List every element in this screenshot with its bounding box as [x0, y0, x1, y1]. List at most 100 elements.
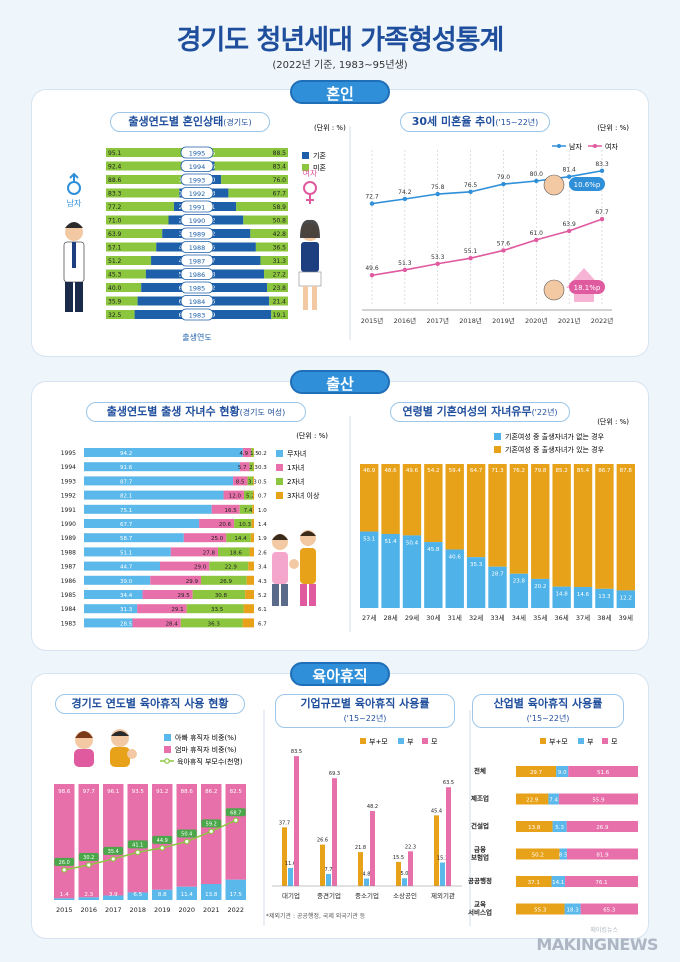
seg-label: 8.5 — [559, 853, 568, 859]
bar-seg-0 — [516, 848, 560, 860]
parents-label-bg — [78, 852, 99, 861]
label-father: 17.5 — [230, 892, 243, 898]
bar-seg-1 — [150, 575, 202, 585]
bar-seg-1 — [159, 561, 210, 571]
cy-legend: 무자녀 1자녀 2자녀 3자녀 이상 — [276, 449, 320, 500]
year-label: 1987 — [61, 564, 76, 571]
parents-illustration-icon — [74, 729, 137, 767]
label-father: 11.4 — [181, 892, 194, 898]
ms-legend: 기혼 미혼 — [302, 151, 326, 172]
seg-label: 28.5 — [120, 621, 133, 627]
data-label: 26.6 — [317, 838, 328, 844]
bar-0 — [434, 815, 439, 886]
label-none: 13.3 — [598, 594, 611, 600]
legend-father: 아빠 휴직자 비중(%) — [175, 733, 237, 742]
label-none: 14.6 — [577, 592, 590, 598]
x-tick-label: 30세 — [426, 613, 440, 622]
data-label: 51.3 — [398, 260, 412, 267]
category-label: 전체 — [474, 766, 486, 775]
bar-male-single — [210, 148, 288, 157]
bar-seg-2 — [186, 604, 244, 614]
data-label: 72.7 — [365, 194, 379, 201]
bar-female-single — [106, 256, 152, 265]
year-label: 1994 — [61, 464, 76, 471]
year-label: 1990 — [61, 521, 76, 528]
bar-female-single — [106, 242, 157, 252]
seg-label: 7.4 — [244, 508, 253, 514]
year-label: 1984 — [61, 606, 76, 613]
seg-label: 55.9 — [592, 798, 605, 804]
legend-married: 기혼 — [313, 151, 326, 160]
children-bars: 199594.24.91.50.2199491.65.72.30.3199387… — [61, 448, 267, 628]
x-tick-label: 29세 — [405, 613, 419, 622]
seg-label: 6.1 — [258, 607, 267, 613]
label-female-single: 63.9 — [108, 231, 122, 238]
year-pill — [180, 241, 214, 253]
bar-seg-2 — [192, 590, 246, 599]
label-male-single: 76.0 — [273, 177, 287, 184]
bar-seg-1 — [564, 903, 581, 915]
bar-female-single — [106, 269, 146, 279]
bar-seg-3 — [245, 590, 254, 599]
legend-female: 여자 — [605, 142, 618, 151]
bar-seg-3 — [251, 519, 254, 528]
bar-have — [466, 464, 486, 558]
seg-label: 18.6 — [230, 550, 243, 556]
label-female-single: 83.3 — [108, 191, 122, 198]
parents-point — [183, 838, 190, 845]
label-father: 1.4 — [60, 892, 69, 898]
label-mother: 88.6 — [181, 789, 194, 795]
year-label: 1986 — [61, 578, 76, 585]
bar-seg-2 — [580, 903, 638, 915]
parents-point — [85, 862, 92, 868]
seg-label: 0.5 — [258, 479, 267, 485]
marriage-status-title-text: 출생연도별 혼인상태 — [128, 115, 224, 128]
seg-label: 29.9 — [186, 579, 199, 585]
x-tick-label: 2019년 — [492, 316, 515, 325]
badge-male-text: 10.6%p — [574, 181, 601, 189]
label-none: 51.4 — [384, 539, 397, 545]
bar-seg-2 — [247, 476, 254, 486]
point — [369, 273, 375, 278]
bar-1 — [364, 878, 369, 886]
data-label: 63.9 — [562, 221, 576, 228]
year-pill — [180, 160, 214, 172]
seg-label: 75.1 — [120, 508, 132, 514]
bar-female-married — [134, 310, 194, 319]
parents-point — [232, 817, 239, 824]
seg-label: 55.3 — [534, 908, 547, 914]
parents-label: 30.2 — [83, 855, 94, 861]
leave-industry-title-text: 산업별 육아휴직 사용률 — [493, 697, 603, 710]
x-tick-label: 28세 — [383, 613, 397, 622]
bar-female-single — [106, 229, 163, 238]
year-pill — [180, 187, 214, 199]
marriage-status-title-small: (경기도) — [223, 118, 252, 127]
point — [468, 189, 473, 195]
bar-seg-2 — [251, 448, 254, 457]
year-label: 1992 — [189, 190, 206, 198]
data-label: 15.5 — [393, 855, 404, 861]
data-label: 74.2 — [398, 189, 412, 196]
bar-male-married — [200, 188, 229, 198]
parents-label: 44.9 — [157, 838, 168, 844]
bar-female-single — [106, 161, 188, 171]
bar-seg-2 — [234, 519, 252, 528]
bar-2 — [446, 787, 451, 886]
children-unit: (단위 : %) — [296, 431, 328, 440]
bar-1 — [288, 867, 293, 886]
year-label: 1984 — [189, 298, 206, 306]
bar-seg-0 — [84, 533, 184, 543]
bar-seg-3 — [252, 504, 254, 514]
category-label: 서비스업 — [468, 908, 492, 917]
year-pill — [180, 173, 214, 186]
bar-none — [466, 557, 486, 608]
label-have: 76.2 — [513, 468, 525, 474]
data-label: 22.3 — [405, 844, 416, 850]
bar-seg-0 — [84, 561, 160, 571]
bar-seg-1 — [132, 618, 181, 628]
label-have: 87.8 — [620, 468, 633, 474]
seg-label: 13.8 — [528, 825, 541, 831]
bar-father — [78, 897, 99, 900]
label-none: 35.3 — [470, 562, 483, 568]
legend-none: 기혼여성 중 출생자녀가 없는 경우 — [505, 432, 605, 441]
